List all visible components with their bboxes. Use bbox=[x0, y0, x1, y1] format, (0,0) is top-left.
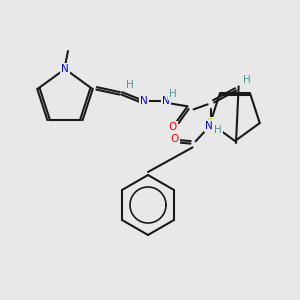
Text: N: N bbox=[61, 64, 69, 74]
Text: H: H bbox=[126, 80, 134, 90]
Text: N: N bbox=[162, 96, 170, 106]
Text: H: H bbox=[214, 125, 221, 135]
Text: H: H bbox=[243, 75, 250, 85]
Text: O: O bbox=[169, 122, 177, 132]
Text: S: S bbox=[207, 118, 214, 128]
Text: H: H bbox=[169, 89, 176, 99]
Text: O: O bbox=[170, 134, 179, 144]
Text: N: N bbox=[140, 96, 148, 106]
Text: N: N bbox=[205, 121, 212, 131]
